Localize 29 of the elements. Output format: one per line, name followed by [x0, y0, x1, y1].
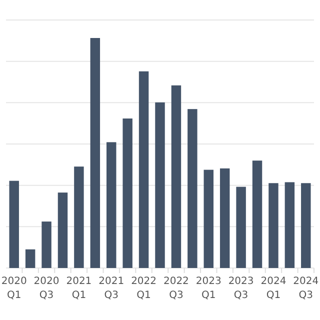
x-tick-label: 2020 Q1 [1, 276, 27, 301]
bar [74, 166, 84, 268]
bar [25, 249, 36, 268]
bar [220, 168, 230, 268]
bar [90, 38, 100, 268]
bar [284, 182, 295, 268]
bar [138, 71, 149, 268]
x-tick-label: 2024 Q3 [293, 276, 319, 301]
bar [268, 183, 278, 268]
x-tick-label: 2021 Q1 [66, 276, 92, 301]
bar [188, 109, 198, 268]
bar [58, 192, 68, 268]
bar [122, 118, 132, 268]
bar [9, 180, 19, 268]
x-tick-label: 2020 Q3 [34, 276, 60, 301]
bar [301, 183, 311, 268]
x-tick-label: 2022 Q3 [163, 276, 189, 301]
x-tick-label: 2022 Q1 [131, 276, 157, 301]
bar [204, 170, 214, 268]
x-tick-label: 2021 Q3 [98, 276, 124, 301]
x-tick-label: 2023 Q1 [196, 276, 222, 301]
x-tick-label: 2023 Q3 [228, 276, 254, 301]
bar [106, 142, 116, 268]
bar [252, 160, 262, 268]
x-tick-label: 2024 Q1 [260, 276, 286, 301]
bar [236, 186, 246, 268]
bar [42, 222, 52, 268]
bar [171, 85, 182, 268]
bar [155, 102, 165, 268]
